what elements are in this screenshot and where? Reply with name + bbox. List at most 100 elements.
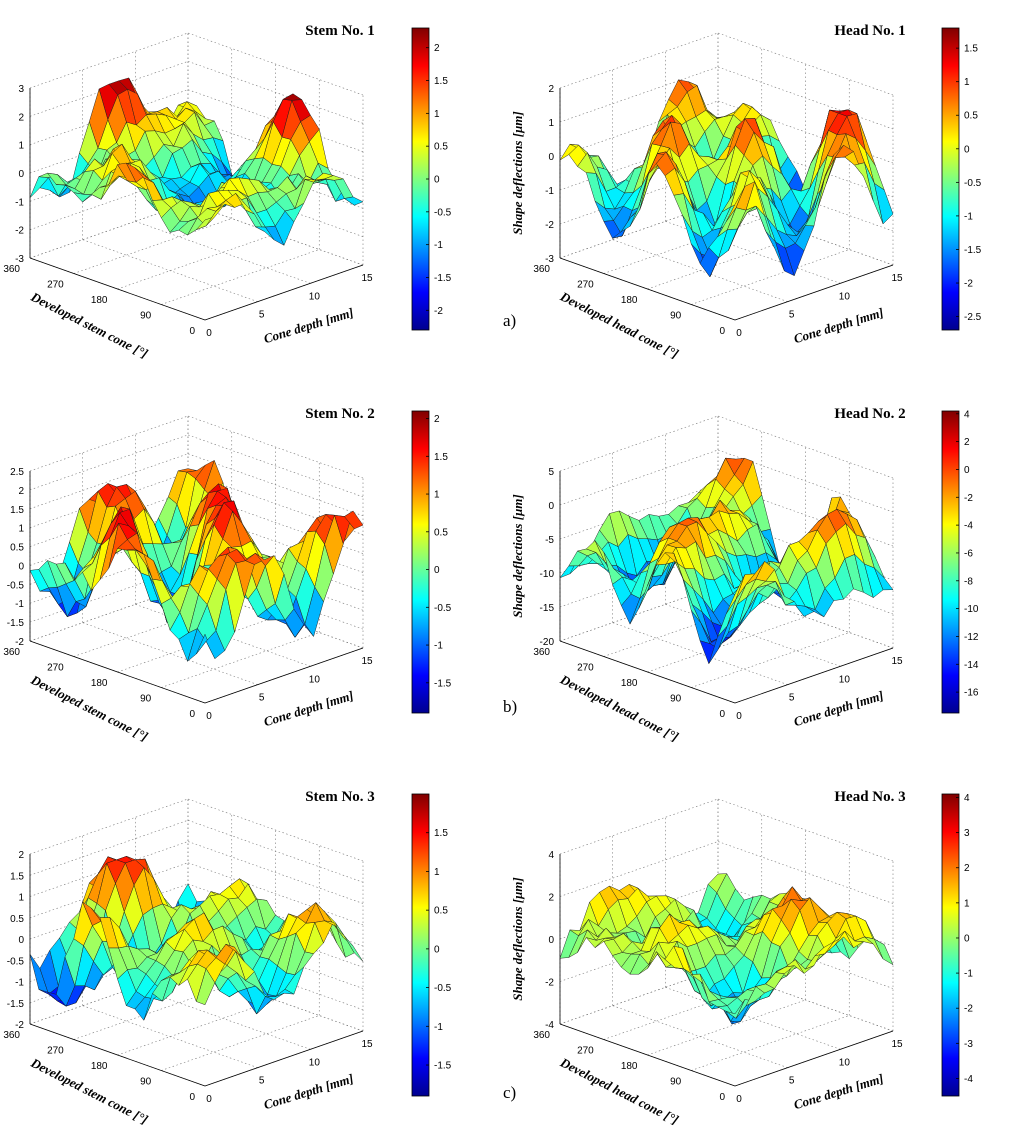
- colorbar-tick-label: -16: [964, 688, 979, 699]
- gridline: [187, 453, 364, 517]
- z-tick-label: 0: [18, 169, 24, 180]
- z-tick-label: 0: [18, 935, 24, 946]
- chart-panel-5: 051015090180270360-2-1.5-1-0.500.511.52C…: [3, 789, 452, 1127]
- x-axis-line: [734, 1030, 894, 1087]
- z-tick-label: -5: [545, 535, 554, 546]
- colorbar-tick-label: -1.5: [964, 245, 982, 256]
- surface-patch: [344, 935, 364, 962]
- y-tick-label: 360: [533, 1030, 550, 1041]
- surface: [29, 856, 364, 1021]
- y-tick-label: 360: [3, 264, 20, 275]
- chart-title: Stem No. 3: [305, 789, 375, 805]
- y-tick-label: 180: [621, 678, 638, 689]
- row-label-b: b): [503, 697, 517, 716]
- gridline: [717, 798, 894, 862]
- x-tick-label: 5: [259, 1076, 265, 1087]
- y-tick-label: 270: [577, 1046, 594, 1057]
- y-axis-label: Developed stem cone [°]: [28, 672, 151, 744]
- gridline: [82, 239, 258, 302]
- z-tick-label: -1: [15, 978, 24, 989]
- colorbar-tick-label: -1: [434, 240, 443, 251]
- z-tick-label: -15: [540, 603, 555, 614]
- colorbar-tick-label: -0.5: [434, 983, 452, 994]
- gridline: [665, 221, 841, 284]
- gridline: [187, 841, 364, 904]
- x-tick-label: 15: [361, 656, 373, 667]
- gridline: [717, 100, 894, 164]
- y-tick-label: 90: [670, 311, 682, 322]
- gridline: [187, 32, 364, 96]
- z-tick-label: 2: [18, 850, 24, 861]
- y-tick-label: 180: [91, 1061, 108, 1072]
- colorbar-tick-label: -0.5: [434, 603, 452, 614]
- gridline: [665, 987, 841, 1050]
- colorbar-tick-label: 0: [964, 933, 970, 944]
- colorbar-tick-label: -0.5: [434, 207, 452, 218]
- colorbar-tick-label: -10: [964, 604, 979, 615]
- chart-title: Stem No. 2: [305, 406, 375, 422]
- x-axis-line: [734, 264, 894, 321]
- colorbar-tick-label: -6: [964, 548, 973, 559]
- gridline: [187, 415, 364, 479]
- z-tick-label: -2: [15, 637, 24, 648]
- gridline: [29, 32, 189, 89]
- colorbar-tick-label: 0.5: [434, 527, 448, 538]
- colorbar-tick-label: 4: [964, 409, 970, 420]
- colorbar-tick-label: 1.5: [434, 76, 448, 87]
- y-tick-label: 90: [670, 1077, 682, 1088]
- colorbar-tick-label: -2.5: [964, 312, 982, 323]
- y-tick-label: 0: [719, 709, 725, 720]
- colorbar-tick-label: 1: [964, 898, 970, 909]
- z-tick-label: 1.5: [10, 505, 24, 516]
- y-axis-label: Developed stem cone [°]: [28, 289, 151, 361]
- gridline: [717, 841, 894, 904]
- surface-patch: [874, 183, 894, 225]
- gridline: [717, 483, 894, 547]
- x-tick-label: 5: [259, 693, 265, 704]
- gridline: [187, 862, 364, 926]
- gridline: [29, 798, 189, 855]
- y-axis-label: Developed head cone [°]: [557, 288, 681, 361]
- surface-patch: [344, 510, 364, 530]
- surface: [559, 873, 894, 1025]
- z-tick-label: -0.5: [7, 580, 25, 591]
- x-axis-label: Cone depth [mm]: [792, 305, 885, 347]
- z-tick-label: 2: [548, 893, 554, 904]
- z-tick-label: 1: [18, 524, 24, 535]
- chart-title: Head No. 2: [834, 406, 905, 422]
- colorbar-tick-label: -1: [964, 211, 973, 222]
- x-axis-line: [734, 647, 894, 704]
- z-tick-label: 0: [548, 152, 554, 163]
- colorbar-tick-label: 0: [434, 175, 440, 186]
- z-tick-label: 0: [18, 561, 24, 572]
- colorbar-tick-label: -1: [434, 1022, 443, 1033]
- surface: [559, 457, 894, 664]
- x-tick-label: 0: [736, 711, 742, 722]
- y-tick-label: 0: [719, 1092, 725, 1103]
- gridline: [717, 968, 894, 1032]
- y-tick-label: 360: [3, 647, 20, 658]
- z-tick-label: -3: [545, 254, 554, 265]
- y-axis-line: [29, 257, 206, 321]
- colorbar-tick-label: 0: [964, 465, 970, 476]
- row-label-a: a): [503, 311, 516, 330]
- x-tick-label: 0: [206, 1094, 212, 1105]
- row-label-c: c): [503, 1083, 516, 1102]
- colorbar: [941, 793, 960, 1097]
- gridline: [135, 221, 311, 284]
- colorbar-tick-label: 0.5: [434, 906, 448, 917]
- surface: [29, 77, 364, 246]
- gridline: [612, 1005, 788, 1068]
- colorbar-tick-label: -8: [964, 576, 973, 587]
- z-tick-label: 2: [548, 84, 554, 95]
- colorbar-tick-label: -1.5: [434, 1061, 452, 1072]
- x-tick-label: 15: [891, 273, 903, 284]
- x-axis-line: [204, 647, 364, 704]
- x-tick-label: 0: [736, 1094, 742, 1105]
- colorbar: [941, 410, 960, 714]
- colorbar-tick-label: 3: [964, 828, 970, 839]
- surface: [29, 460, 364, 662]
- chart-title: Head No. 1: [834, 23, 905, 39]
